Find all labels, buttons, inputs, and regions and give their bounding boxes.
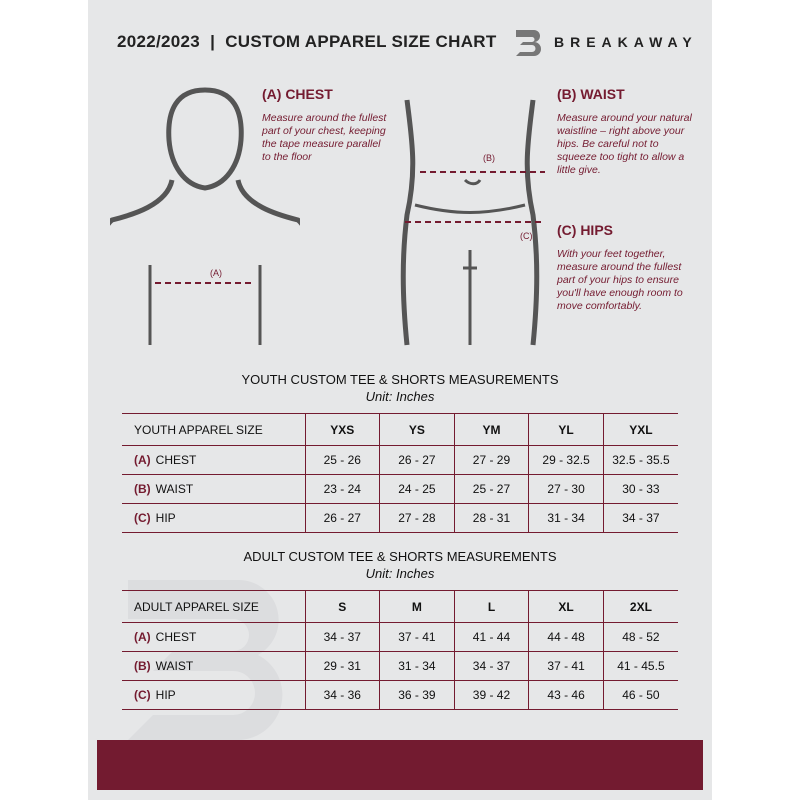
- size-header: YXS: [304, 413, 380, 446]
- measurement-value: 34 - 36: [304, 680, 380, 710]
- measurement-value: 34 - 37: [453, 651, 529, 681]
- measurement-code: (C): [134, 688, 151, 702]
- measurement-value: 23 - 24: [304, 474, 380, 504]
- measurement-value: 48 - 52: [602, 622, 678, 652]
- size-header: 2XL: [602, 590, 678, 623]
- page-title: 2022/2023 | CUSTOM APPAREL SIZE CHART: [117, 32, 497, 51]
- measurement-label: (B) WAIST: [122, 474, 305, 504]
- size-header: S: [304, 590, 380, 623]
- footer-bar: [97, 740, 703, 790]
- measurement-value: 44 - 48: [528, 622, 604, 652]
- measurement-code: (A): [134, 453, 151, 467]
- measurement-label: (B) WAIST: [122, 651, 305, 681]
- size-header: YXL: [602, 413, 678, 446]
- measurement-code: (C): [134, 511, 151, 525]
- chest-description: Measure around the fullest part of your …: [262, 112, 387, 163]
- measurement-value: 27 - 28: [379, 503, 455, 533]
- size-label: ADULT APPAREL SIZE: [122, 590, 305, 623]
- measurement-name: CHEST: [155, 453, 197, 467]
- measurement-value: 41 - 44: [453, 622, 529, 652]
- measurement-value: 34 - 37: [602, 503, 678, 533]
- hips-marker-label: (C): [520, 231, 533, 241]
- table-row: (A) CHEST 25 - 26 26 - 27 27 - 29 29 - 32.5 32…: [122, 445, 678, 475]
- youth-section-title: YOUTH CUSTOM TEE & SHORTS MEASUREMENTS: [241, 372, 559, 387]
- measurement-value: 36 - 39: [379, 680, 455, 710]
- measurement-label: (A) CHEST: [122, 622, 305, 652]
- table-row: (C) HIP 34 - 36 36 - 39 39 - 42 43 - 46 46 - 5…: [122, 680, 678, 710]
- measurement-value: 41 - 45.5: [602, 651, 678, 681]
- size-header: L: [453, 590, 529, 623]
- adult-unit: Unit: Inches: [365, 566, 435, 581]
- measurement-value: 30 - 33: [602, 474, 678, 504]
- size-header: YM: [453, 413, 529, 446]
- waist-description: Measure around your natural waistline – …: [557, 112, 692, 176]
- measurement-value: 34 - 37: [304, 622, 380, 652]
- measurement-value: 46 - 50: [602, 680, 678, 710]
- chest-marker-label: (A): [210, 268, 222, 278]
- measurement-name: WAIST: [155, 482, 194, 496]
- size-header: M: [379, 590, 455, 623]
- measurement-name: CHEST: [155, 630, 197, 644]
- measurement-name: WAIST: [155, 659, 194, 673]
- waist-hips-figure-illustration: [400, 99, 545, 346]
- measurement-label: (A) CHEST: [122, 445, 305, 475]
- waist-heading: (B) WAIST: [557, 86, 625, 102]
- youth-unit: Unit: Inches: [365, 389, 435, 404]
- chest-figure-illustration: [110, 87, 300, 345]
- adult-size-table: ADULT APPAREL SIZE S M L XL 2XL (A) CHEST…: [122, 590, 678, 710]
- size-header: YS: [379, 413, 455, 446]
- measurement-value: 32.5 - 35.5: [602, 445, 678, 475]
- measurement-value: 29 - 31: [304, 651, 380, 681]
- measurement-value: 27 - 29: [453, 445, 529, 475]
- table-row: (B) WAIST 29 - 31 31 - 34 34 - 37 37 - 41 41 -…: [122, 651, 678, 681]
- chest-heading: (A) CHEST: [262, 86, 333, 102]
- measurement-code: (A): [134, 630, 151, 644]
- measurement-name: HIP: [155, 688, 176, 702]
- table-header-row: ADULT APPAREL SIZE S M L XL 2XL: [122, 590, 678, 623]
- measurement-name: HIP: [155, 511, 176, 525]
- measurement-value: 29 - 32.5: [528, 445, 604, 475]
- hips-description: With your feet together, measure around …: [557, 248, 683, 312]
- table-header-row: YOUTH APPAREL SIZE YXS YS YM YL YXL: [122, 413, 678, 446]
- hips-heading: (C) HIPS: [557, 222, 613, 238]
- table-row: (A) CHEST 34 - 37 37 - 41 41 - 44 44 - 48 48 -…: [122, 622, 678, 652]
- measurement-value: 27 - 30: [528, 474, 604, 504]
- measurement-code: (B): [134, 659, 151, 673]
- measurement-value: 37 - 41: [379, 622, 455, 652]
- size-label: YOUTH APPAREL SIZE: [122, 413, 305, 446]
- measurement-value: 31 - 34: [379, 651, 455, 681]
- measurement-value: 39 - 42: [453, 680, 529, 710]
- measurement-value: 24 - 25: [379, 474, 455, 504]
- youth-size-table: YOUTH APPAREL SIZE YXS YS YM YL YXL (A) C…: [122, 413, 678, 533]
- breakaway-logo-icon: [516, 30, 541, 56]
- measurement-value: 31 - 34: [528, 503, 604, 533]
- measurement-value: 26 - 27: [379, 445, 455, 475]
- measurement-value: 43 - 46: [528, 680, 604, 710]
- waist-marker-label: (B): [483, 153, 495, 163]
- measurement-value: 26 - 27: [304, 503, 380, 533]
- size-header: YL: [528, 413, 604, 446]
- measurement-value: 28 - 31: [453, 503, 529, 533]
- adult-section-title: ADULT CUSTOM TEE & SHORTS MEASUREMENTS: [243, 549, 557, 564]
- measurement-value: 37 - 41: [528, 651, 604, 681]
- measurement-label: (C) HIP: [122, 503, 305, 533]
- measurement-code: (B): [134, 482, 151, 496]
- measurement-value: 25 - 26: [304, 445, 380, 475]
- measurement-value: 25 - 27: [453, 474, 529, 504]
- brand-name: BREAKAWAY: [554, 34, 698, 50]
- table-row: (C) HIP 26 - 27 27 - 28 28 - 31 31 - 34 34 - 3…: [122, 503, 678, 533]
- table-row: (B) WAIST 23 - 24 24 - 25 25 - 27 27 - 30 30 -…: [122, 474, 678, 504]
- size-header: XL: [528, 590, 604, 623]
- measurement-label: (C) HIP: [122, 680, 305, 710]
